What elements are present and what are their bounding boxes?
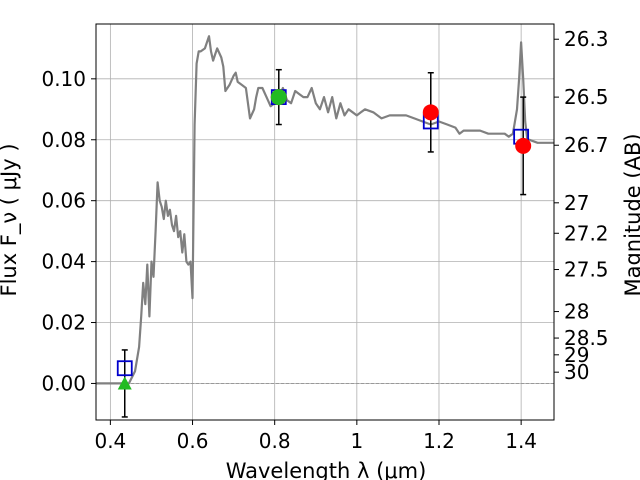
right-tick-label: 28.5 — [564, 326, 609, 350]
y-tick-label: 0.08 — [41, 128, 86, 152]
right-tick-label: 27.5 — [564, 258, 609, 282]
x-tick-label: 1.4 — [505, 429, 537, 453]
x-axis-ticks: 0.4 0.6 0.8 1 1.2 1.4 — [94, 420, 537, 453]
right-tick-label: 28 — [564, 300, 589, 324]
y-tick-label: 0.00 — [41, 371, 86, 395]
x-tick-label: 0.8 — [259, 429, 291, 453]
right-tick-label: 27 — [564, 191, 589, 215]
right-tick-label: 26.5 — [564, 85, 609, 109]
right-axis-label: Magnitude (AB) — [621, 133, 640, 296]
y-tick-label: 0.02 — [41, 311, 86, 335]
observed-point-green — [270, 89, 287, 106]
right-tick-label: 27.2 — [564, 221, 609, 245]
right-tick-label: 26.3 — [564, 27, 609, 51]
right-tick-label: 29 — [564, 343, 589, 367]
y-tick-label: 0.10 — [41, 67, 86, 91]
x-axis-label: Wavelength λ (μm) — [226, 459, 427, 480]
observed-point — [515, 137, 532, 154]
spectrum-series — [96, 35, 554, 385]
plot-frame — [95, 23, 555, 421]
spectrum-line — [96, 35, 554, 385]
upper-limit-triangle — [117, 376, 132, 390]
x-tick-label: 1 — [350, 429, 363, 453]
y-axis-ticks: 0.00 0.02 0.04 0.06 0.08 0.10 — [41, 67, 96, 395]
y-tick-label: 0.04 — [41, 250, 86, 274]
x-tick-label: 0.4 — [94, 429, 126, 453]
y-axis-label: Flux F_ν ( μJy ) — [0, 143, 22, 296]
x-tick-label: 1.2 — [423, 429, 455, 453]
right-tick-label: 30 — [564, 360, 589, 384]
photometry-markers — [116, 89, 532, 390]
model-photometry-square — [116, 360, 133, 377]
right-tick-label: 26.7 — [564, 133, 609, 157]
y-tick-label: 0.06 — [41, 189, 86, 213]
x-tick-label: 0.6 — [177, 429, 209, 453]
observed-point — [422, 104, 439, 121]
